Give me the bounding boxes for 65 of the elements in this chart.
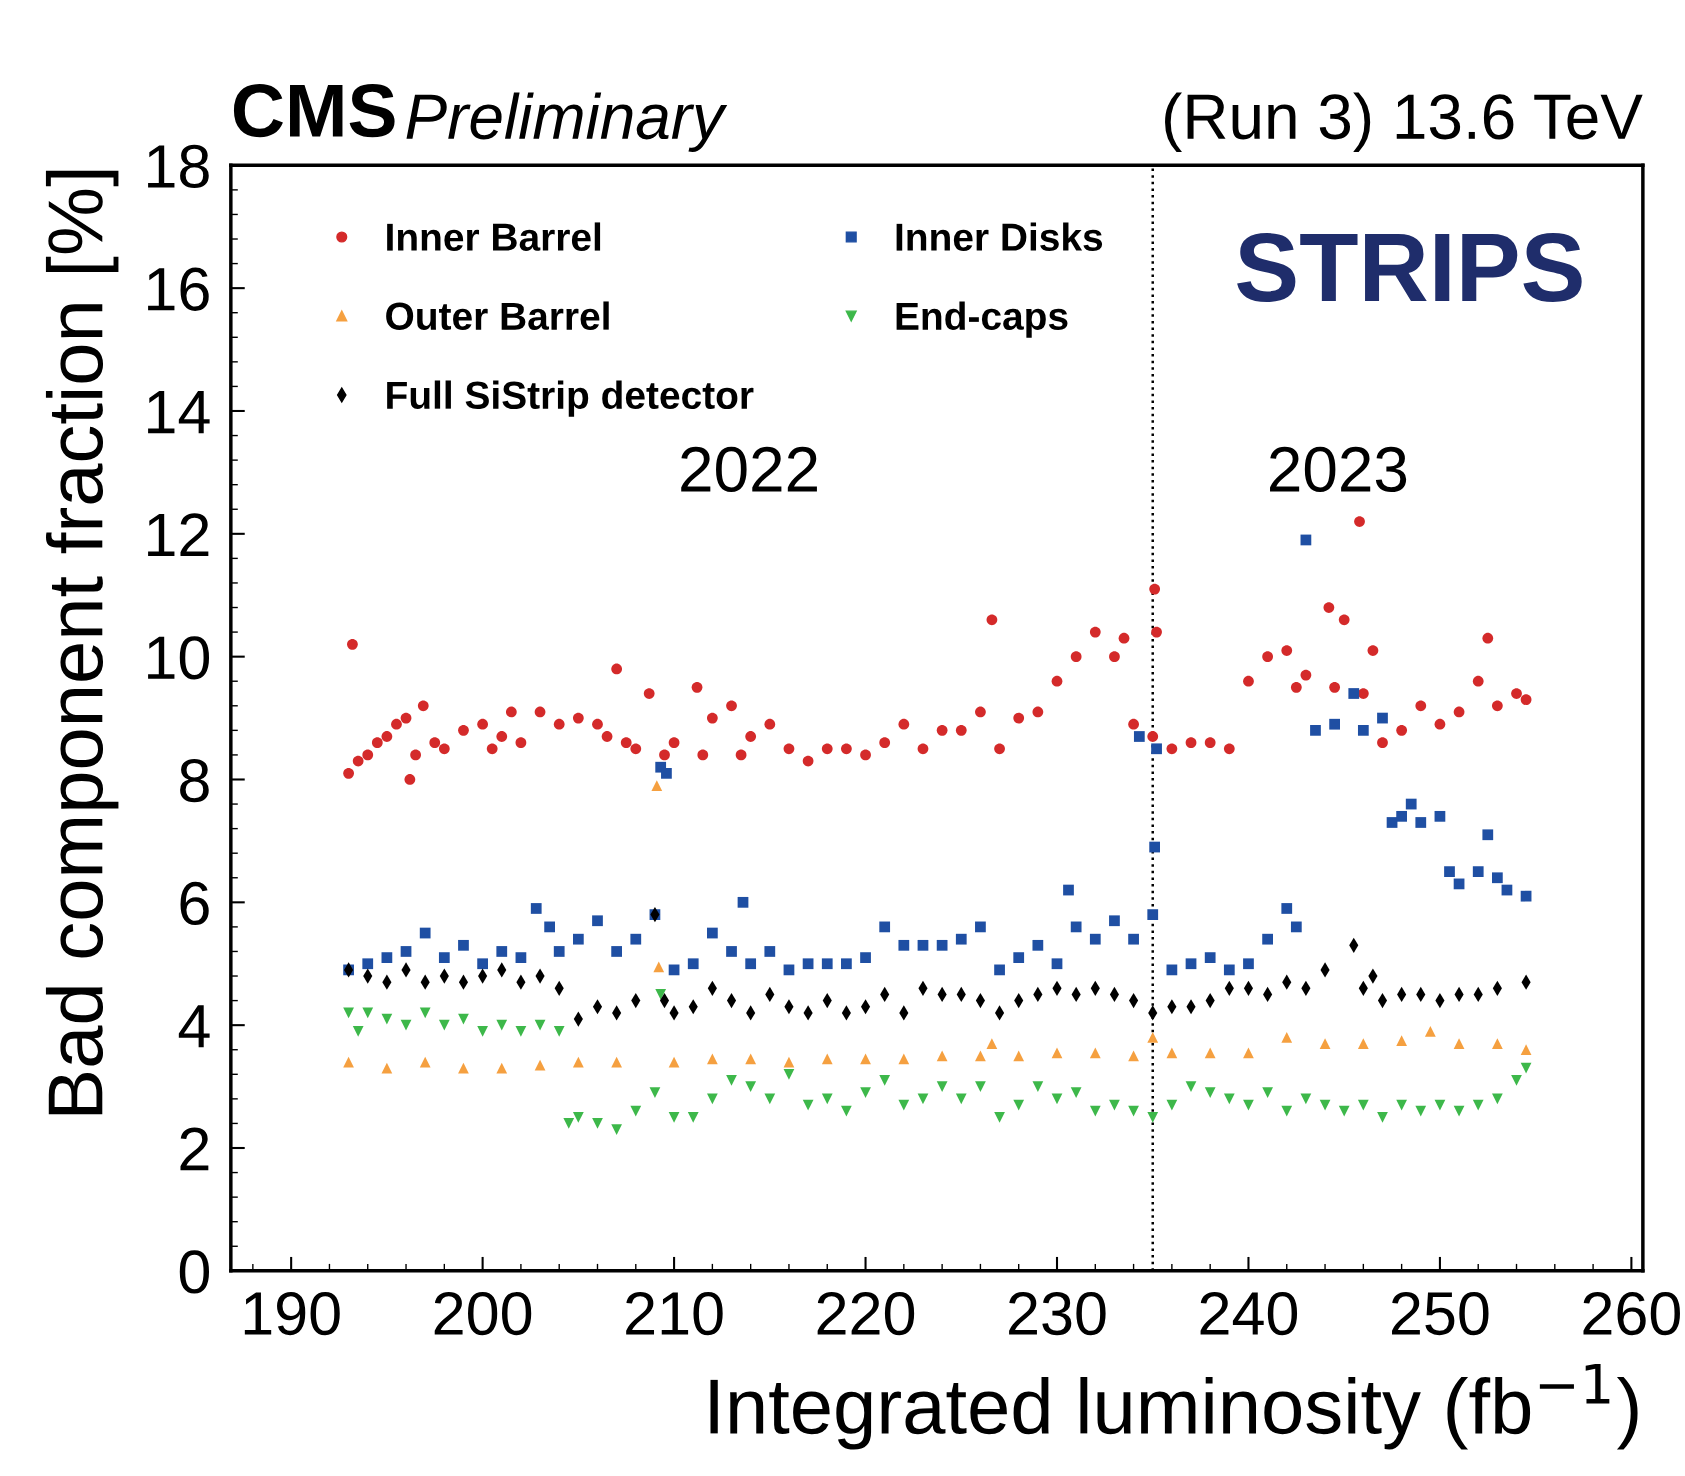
legend-label: Full SiStrip detector <box>387 380 754 417</box>
point <box>936 1050 948 1062</box>
point <box>653 961 665 973</box>
y-tick-label: 8 <box>180 758 209 803</box>
y-tick-label: 0 <box>179 1250 210 1294</box>
x-tick-label: 240 <box>1200 1291 1298 1336</box>
point <box>458 1062 469 1074</box>
point <box>821 1053 833 1065</box>
point <box>611 1056 623 1068</box>
point <box>381 1062 393 1074</box>
annotation: STRIPS <box>1237 233 1582 302</box>
point <box>1396 1035 1408 1046</box>
point <box>496 1062 508 1074</box>
y-tick-label: 10 <box>148 636 210 680</box>
x-tick-label: 190 <box>244 1291 340 1336</box>
point <box>1166 1047 1178 1059</box>
legend-label: Outer Barrel <box>386 301 609 331</box>
x-axis-title: Integrated luminosity (fb$^{−1}$) <box>710 1363 1638 1450</box>
x-tick-label: 220 <box>817 1291 915 1336</box>
chart-subtitle: Preliminary <box>406 92 728 153</box>
y-tick-label: 2 <box>180 1127 209 1171</box>
y-tick-label: 18 <box>148 144 209 189</box>
annotation: 2022 <box>681 446 817 493</box>
point <box>783 1056 795 1068</box>
legend-label: Inner Disks <box>896 222 1103 251</box>
x-tick-label: 250 <box>1392 1291 1489 1336</box>
y-tick-label: 6 <box>180 881 209 926</box>
point <box>572 1056 584 1068</box>
x-tick-label: 260 <box>1583 1291 1680 1336</box>
text: (Run 3) 13.6 TeV <box>1165 92 1643 153</box>
point <box>651 780 663 792</box>
y-tick-label: 12 <box>148 513 209 556</box>
point <box>1013 1050 1025 1062</box>
annotation: 2023 <box>1270 446 1407 493</box>
point <box>860 1053 871 1065</box>
point <box>1128 1050 1139 1062</box>
point <box>1243 1047 1254 1059</box>
legend-label: End-caps <box>896 301 1068 338</box>
point <box>898 1053 910 1065</box>
x-tick-label: 200 <box>434 1291 532 1336</box>
y-tick-label: 14 <box>148 391 210 434</box>
point <box>986 1038 998 1049</box>
point <box>1424 1025 1436 1037</box>
point <box>706 1053 718 1065</box>
point <box>745 1053 757 1065</box>
y-tick-label: 16 <box>148 267 209 311</box>
x-tick-label: 210 <box>626 1291 723 1336</box>
point <box>1051 1047 1063 1059</box>
point <box>343 1056 354 1068</box>
point <box>975 1050 986 1062</box>
point <box>1204 1047 1216 1059</box>
y-axis-title: Bad component fraction [%] <box>45 170 119 1115</box>
point <box>1520 1044 1532 1056</box>
point <box>1491 1038 1503 1049</box>
x-tick-label: 230 <box>1009 1291 1106 1336</box>
legend-label: Inner Barrel <box>387 222 601 251</box>
point <box>1453 1038 1465 1049</box>
point <box>1089 1047 1101 1059</box>
point <box>1319 1038 1331 1049</box>
point <box>1281 1032 1293 1043</box>
point <box>1357 1038 1369 1049</box>
y-tick-label: 4 <box>178 1005 210 1048</box>
point <box>1147 1032 1159 1043</box>
chart-title: CMS <box>233 84 395 138</box>
point <box>419 1056 431 1068</box>
